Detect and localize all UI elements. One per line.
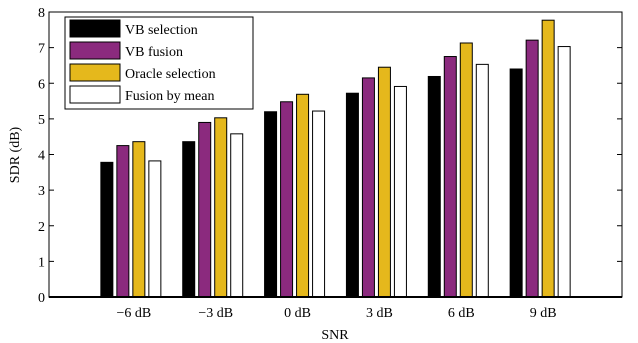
y-tick-label: 8: [38, 6, 45, 21]
bar: [312, 110, 326, 298]
x-tick-label: −6 dB: [116, 306, 151, 321]
bar: [345, 92, 359, 298]
legend: VB selection VB fusion Oracle selection Fus…: [64, 16, 254, 110]
bar: [525, 39, 539, 298]
legend-swatch: [69, 19, 121, 38]
bar: [377, 66, 391, 298]
y-tick-label: 0: [38, 291, 45, 306]
legend-label: Fusion by mean: [125, 89, 214, 104]
y-tick-label: 7: [38, 42, 45, 57]
x-tick-label: 3 dB: [366, 306, 393, 321]
y-tick-label: 4: [38, 149, 45, 164]
bar: [393, 85, 407, 298]
legend-label: VB selection: [125, 23, 198, 38]
bar: [182, 141, 196, 298]
bar: [509, 68, 523, 298]
y-tick-label: 2: [38, 220, 45, 235]
bar: [361, 77, 375, 298]
bar: [132, 141, 146, 298]
bar: [296, 93, 310, 298]
bar: [459, 42, 473, 298]
x-tick-label: 0 dB: [284, 306, 311, 321]
y-tick-label: 6: [38, 77, 45, 92]
bar: [264, 111, 278, 298]
x-axis-label: SNR: [321, 328, 349, 343]
x-tick-label: −3 dB: [198, 306, 233, 321]
bar: [443, 56, 457, 298]
bar: [280, 101, 294, 298]
legend-swatch: [69, 63, 121, 82]
y-axis-ticks: 0 1 2 3 4 5 6 7 8: [38, 6, 622, 306]
bars-layer: [100, 19, 571, 298]
legend-label: VB fusion: [125, 45, 183, 60]
x-axis-ticks: −6 dB −3 dB 0 dB 3 dB 6 dB 9 dB: [116, 306, 556, 321]
bar: [541, 19, 555, 298]
legend-swatch: [69, 85, 121, 104]
y-axis-label: SDR (dB): [8, 126, 23, 183]
y-tick-label: 5: [38, 113, 45, 128]
bar: [557, 46, 571, 298]
bar: [214, 117, 228, 298]
bar: [230, 133, 244, 298]
legend-label: Oracle selection: [125, 67, 216, 82]
bar: [475, 63, 489, 298]
bar: [100, 161, 114, 298]
bar: [116, 145, 130, 298]
bar: [198, 121, 212, 298]
x-tick-label: 9 dB: [530, 306, 557, 321]
y-tick-label: 3: [38, 184, 45, 199]
bar: [148, 160, 162, 298]
x-tick-label: 6 dB: [448, 306, 475, 321]
bar: [427, 75, 441, 298]
y-tick-label: 1: [38, 255, 45, 270]
legend-swatch: [69, 41, 121, 60]
